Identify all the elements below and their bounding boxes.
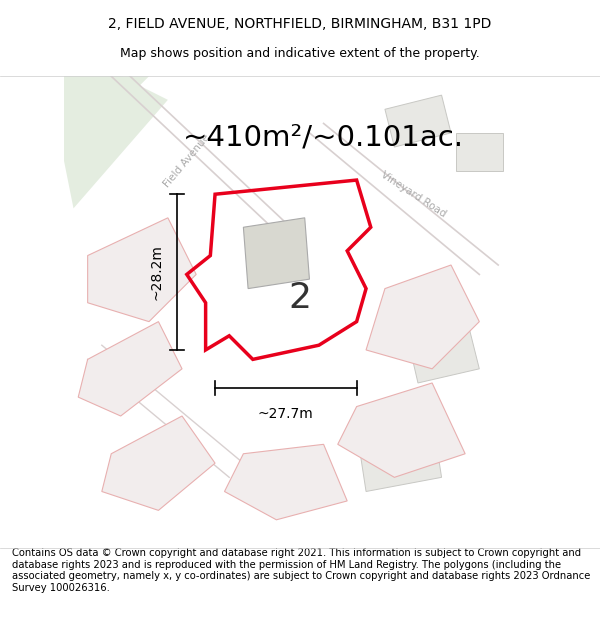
Polygon shape [356, 416, 442, 491]
Text: Vineyard Road: Vineyard Road [379, 169, 448, 219]
Polygon shape [224, 444, 347, 520]
Text: Map shows position and indicative extent of the property.: Map shows position and indicative extent… [120, 48, 480, 60]
Polygon shape [64, 76, 149, 161]
Polygon shape [64, 76, 168, 208]
Text: 2, FIELD AVENUE, NORTHFIELD, BIRMINGHAM, B31 1PD: 2, FIELD AVENUE, NORTHFIELD, BIRMINGHAM,… [109, 17, 491, 31]
Polygon shape [456, 133, 503, 171]
Text: ~410m²/~0.101ac.: ~410m²/~0.101ac. [183, 124, 464, 152]
Text: 2: 2 [289, 281, 311, 315]
Polygon shape [78, 322, 182, 416]
Polygon shape [244, 217, 310, 289]
Polygon shape [385, 95, 451, 147]
Text: ~27.7m: ~27.7m [258, 406, 314, 421]
Text: ~28.2m: ~28.2m [149, 244, 163, 300]
Polygon shape [102, 416, 215, 511]
Text: Field Avenue: Field Avenue [162, 132, 212, 189]
Polygon shape [366, 265, 479, 369]
Polygon shape [338, 383, 465, 478]
Text: Contains OS data © Crown copyright and database right 2021. This information is : Contains OS data © Crown copyright and d… [12, 548, 590, 593]
Polygon shape [88, 217, 196, 322]
Polygon shape [404, 312, 479, 383]
